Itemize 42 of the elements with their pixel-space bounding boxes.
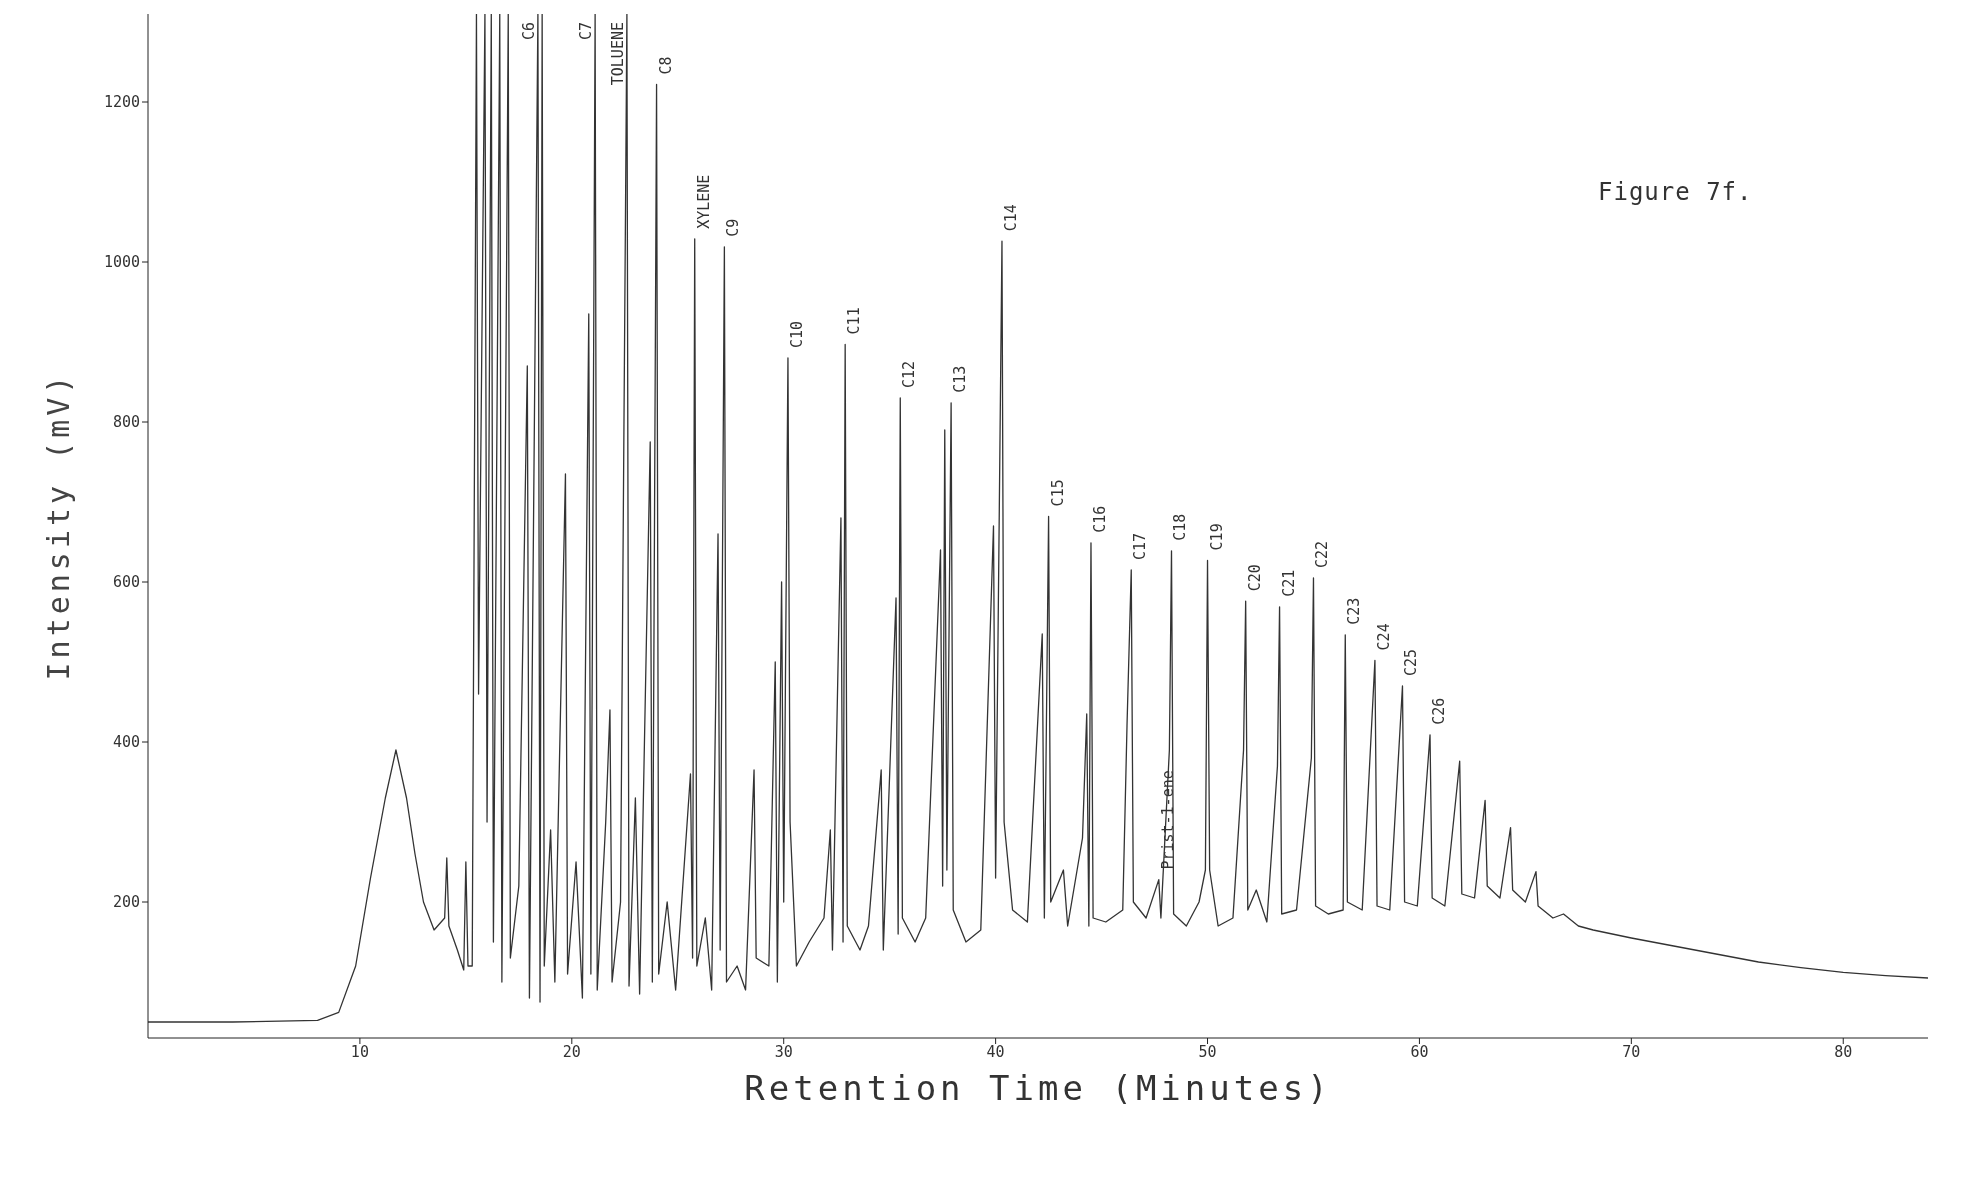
annotation: C23: [1345, 597, 1364, 625]
annotation: C14: [1001, 204, 1020, 232]
x-tick-label: 50: [1198, 1042, 1217, 1061]
annotation: C19: [1207, 523, 1226, 551]
annotation: C15: [1048, 479, 1067, 507]
y-tick-label: 400: [112, 733, 140, 752]
annotation: C8: [656, 56, 675, 75]
y-tick-label: 800: [112, 413, 140, 432]
annotation: TOLUENE: [608, 22, 627, 86]
x-tick-label: 60: [1410, 1042, 1429, 1061]
line-series: [148, 14, 1928, 1023]
x-tick-label: 40: [986, 1042, 1005, 1061]
x-tick-label: 30: [774, 1042, 793, 1061]
y-tick-label: 200: [112, 893, 140, 912]
annotation: C20: [1245, 564, 1264, 592]
annotation: XYLENE: [694, 174, 713, 229]
annotation: C25: [1402, 648, 1421, 676]
y-axis-title: Intensity (mV): [40, 371, 76, 681]
annotation: C12: [900, 360, 919, 388]
annotation: Figure 7f.: [1598, 178, 1753, 206]
annotation: C6: [519, 22, 538, 41]
annotation: C26: [1430, 697, 1449, 725]
y-tick-label: 1200: [103, 93, 140, 112]
annotation: C21: [1279, 569, 1298, 597]
x-tick-label: 20: [562, 1042, 581, 1061]
annotation: C24: [1374, 623, 1393, 651]
annotation: C22: [1313, 540, 1332, 568]
x-tick-label: 10: [350, 1042, 369, 1061]
annotation: C7: [577, 22, 596, 41]
annotation: C17: [1131, 532, 1150, 560]
annotation: C10: [787, 320, 806, 348]
x-axis-title: Retention Time (Minutes): [744, 1068, 1332, 1108]
x-tick-label: 70: [1622, 1042, 1641, 1061]
y-tick-label: 1000: [103, 253, 140, 272]
annotation: C13: [951, 365, 970, 393]
annotation: Prist-1-ene: [1158, 770, 1177, 870]
y-tick-label: 600: [112, 573, 140, 592]
annotation: C16: [1090, 505, 1109, 533]
annotation: C11: [845, 307, 864, 335]
x-tick-label: 80: [1834, 1042, 1853, 1061]
annotation: C9: [724, 218, 743, 237]
annotation: C18: [1171, 513, 1190, 541]
